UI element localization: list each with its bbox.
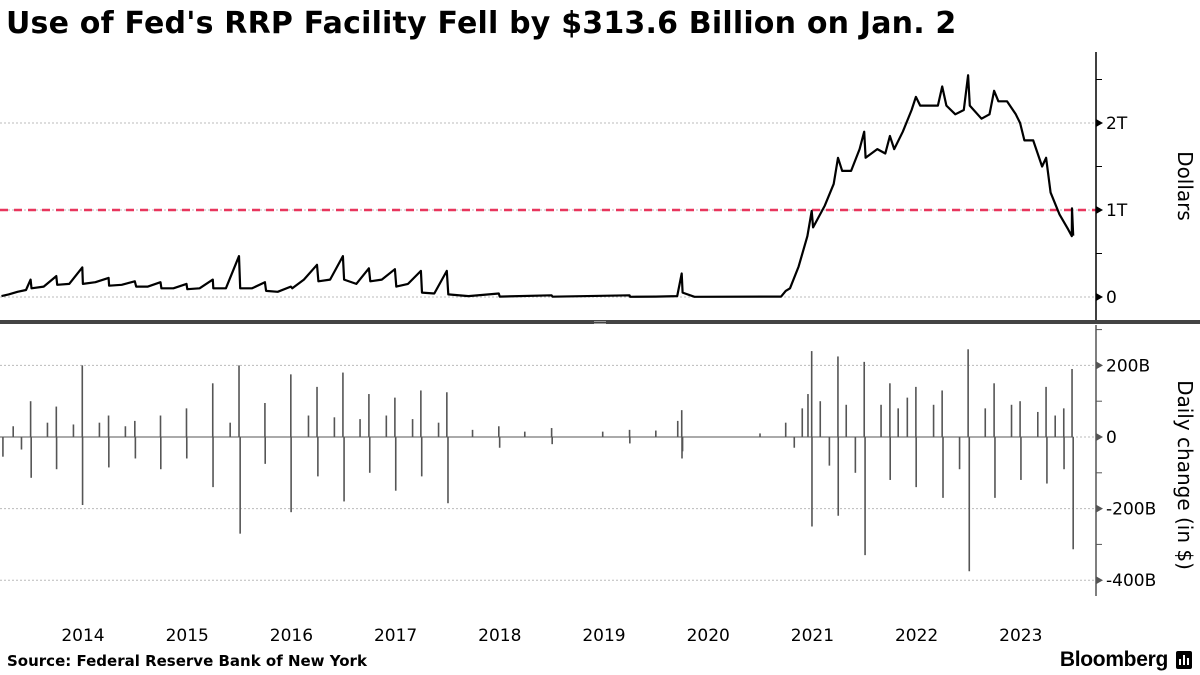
divider-grip-icon[interactable] — [594, 321, 606, 324]
x-tick-label: 2019 — [582, 626, 625, 646]
bloomberg-logo: Bloomberg — [1060, 648, 1192, 672]
top-y-axis-label: Dollars — [1173, 151, 1197, 221]
x-tick-label: 2021 — [791, 626, 834, 646]
source-note: Source: Federal Reserve Bank of New York — [7, 652, 367, 670]
y-tick-label: 200B — [1106, 356, 1150, 376]
tick-mark — [1096, 433, 1103, 441]
x-tick-label: 2015 — [166, 626, 209, 646]
tick-mark — [1096, 119, 1103, 127]
bloomberg-chart-icon — [1176, 651, 1192, 669]
y-tick-label: 1T — [1106, 201, 1128, 221]
tick-mark — [1096, 504, 1103, 513]
tick-mark — [1096, 576, 1103, 585]
x-tick-label: 2018 — [478, 626, 521, 646]
bottom-panel-grid — [0, 364, 1096, 581]
x-axis-ticks: 2014 2015 2016 2017 2018 2019 2020 2021 2022 2023 — [61, 626, 1042, 646]
tick-mark — [1096, 293, 1103, 301]
chart-title: Use of Fed's RRP Facility Fell by $313.6… — [6, 6, 957, 41]
x-tick-label: 2020 — [687, 626, 730, 646]
rrp-level-line — [1, 74, 1075, 298]
daily-change-bars — [0, 349, 1074, 572]
x-tick-label: 2014 — [61, 626, 104, 646]
tick-mark — [1096, 206, 1103, 214]
y-tick-label: -200B — [1106, 500, 1156, 520]
bottom-y-axis-label: Daily change (in $) — [1173, 380, 1197, 570]
x-tick-label: 2017 — [374, 626, 417, 646]
y-tick-label: 2T — [1106, 114, 1128, 134]
x-tick-label: 2022 — [895, 626, 938, 646]
x-tick-label: 2023 — [999, 626, 1042, 646]
logo-text: Bloomberg — [1059, 648, 1168, 671]
x-tick-label: 2016 — [270, 626, 313, 646]
tick-mark — [1096, 361, 1103, 370]
y-tick-label: 0 — [1106, 428, 1117, 448]
axes: 0 1T 2T 200B 0 -200B -400B — [1095, 52, 1156, 596]
y-tick-label: 0 — [1106, 288, 1117, 308]
y-tick-label: -400B — [1106, 571, 1156, 591]
